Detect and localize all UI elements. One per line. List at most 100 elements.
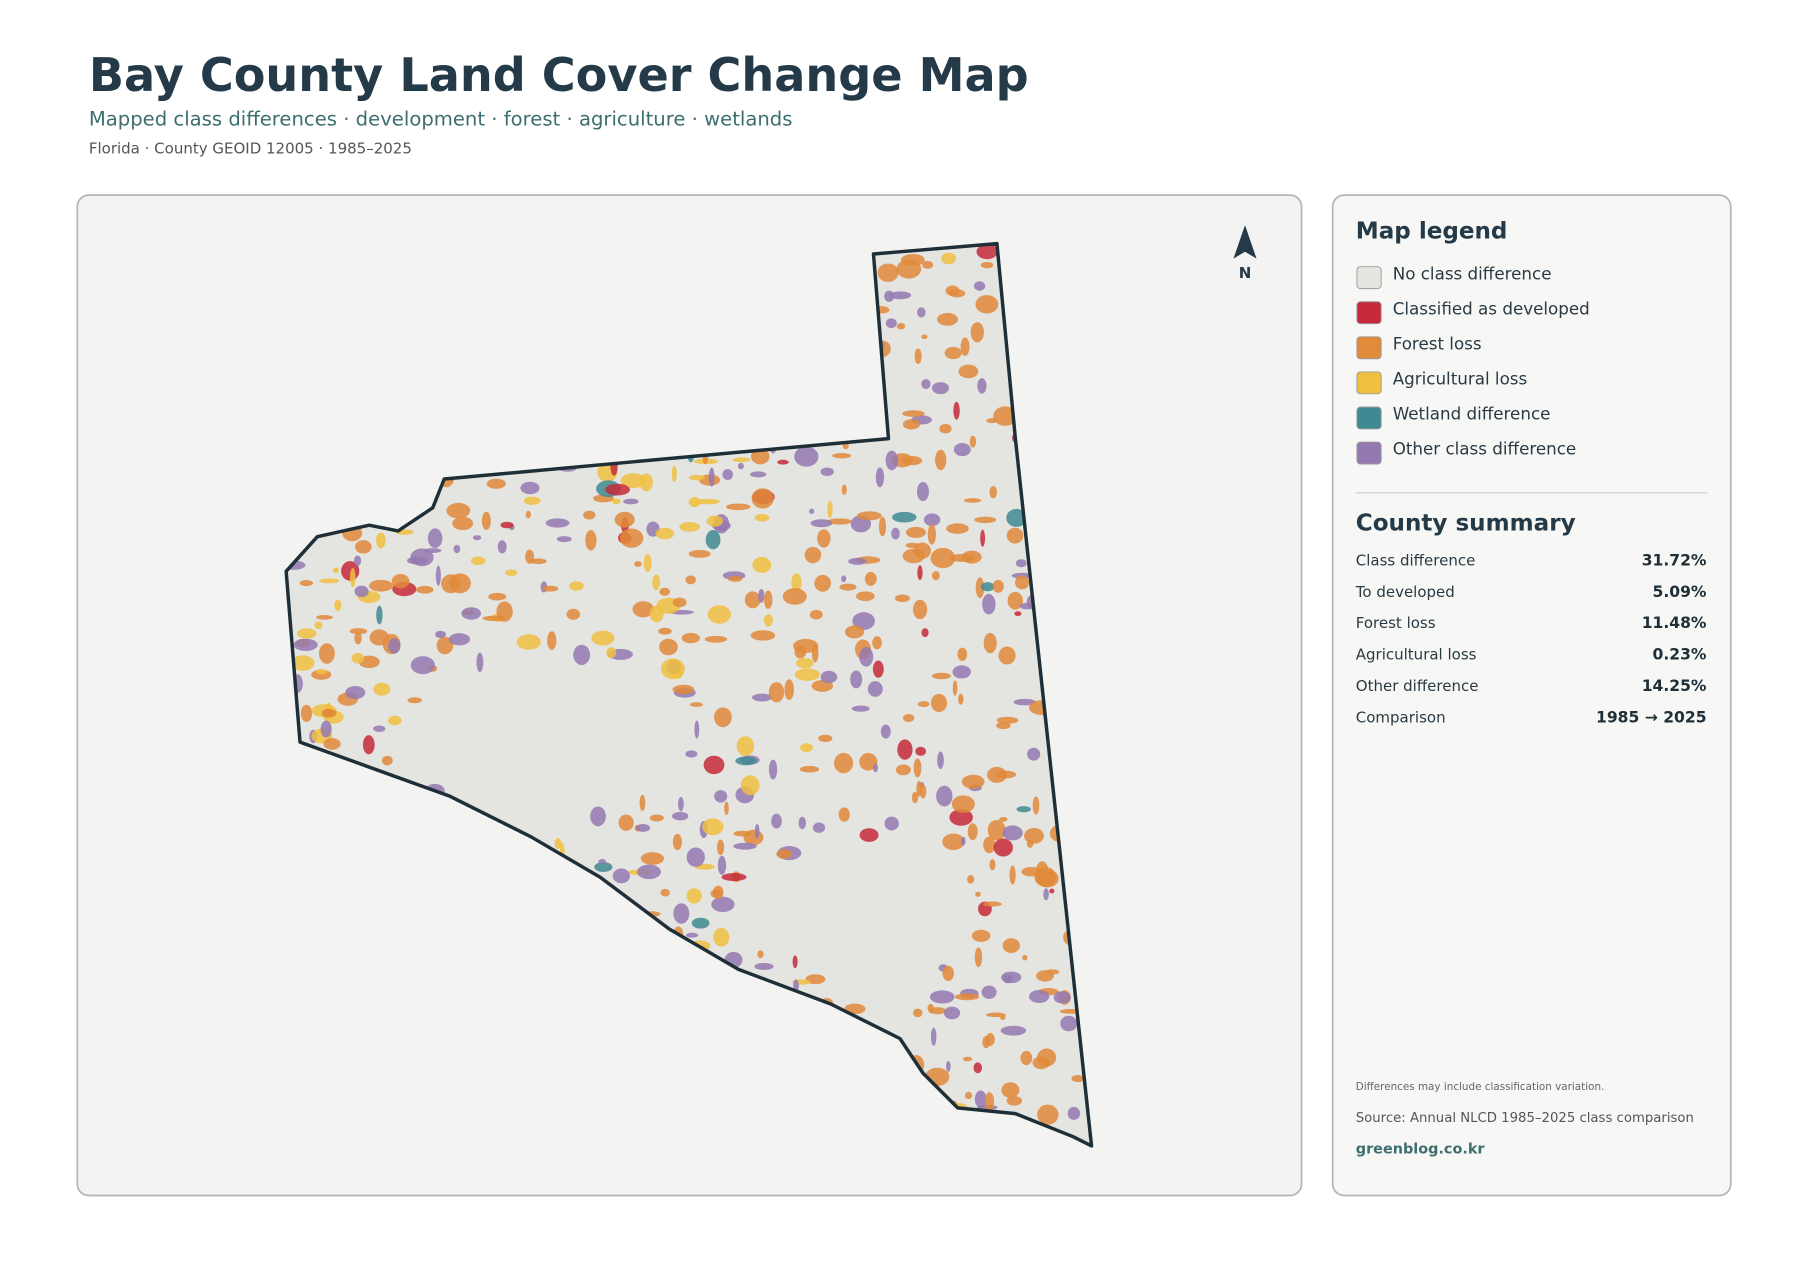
land-cover-patch (811, 644, 819, 663)
land-cover-patch (585, 530, 597, 551)
land-cover-patch (974, 1090, 987, 1108)
land-cover-patch (814, 574, 831, 592)
land-cover-patch (387, 715, 402, 726)
note: Differences may include classification v… (1356, 1081, 1605, 1093)
land-cover-patch (973, 1062, 983, 1074)
land-cover-patch (391, 573, 410, 589)
land-cover-patch (620, 473, 647, 489)
county-outline (284, 241, 1094, 1148)
land-cover-patch (800, 743, 814, 752)
land-cover-patch (713, 927, 730, 947)
land-cover-patch (827, 500, 833, 519)
land-cover-patch (873, 763, 878, 773)
land-cover-patch (913, 758, 922, 778)
land-cover-patch (708, 467, 715, 487)
land-cover-patch (872, 636, 882, 650)
land-cover-patch (889, 291, 912, 300)
legend-label: Classified as developed (1393, 298, 1590, 318)
land-cover-patch (931, 570, 940, 581)
land-cover-patch (446, 502, 471, 519)
land-cover-patch (688, 497, 701, 508)
land-cover-patch (915, 746, 927, 756)
land-cover-patch (318, 643, 335, 664)
land-cover-patch (971, 929, 991, 942)
land-cover-patch (1043, 888, 1049, 901)
land-cover-patch (989, 859, 996, 871)
land-cover-patch (1020, 1050, 1033, 1066)
land-cover-patch (884, 816, 899, 831)
land-cover-patch (714, 707, 732, 728)
land-cover-patch (314, 621, 323, 630)
land-cover-patch (952, 680, 958, 696)
land-cover-patch (659, 587, 671, 596)
land-cover-patch (952, 665, 971, 679)
land-cover-patch (293, 638, 318, 651)
land-cover-patch (809, 609, 823, 620)
legend-swatch (1356, 301, 1382, 325)
land-cover-patch (967, 875, 975, 884)
summary-value: 1985 → 2025 (1596, 708, 1707, 726)
land-cover-patch (349, 628, 368, 635)
land-cover-patch (964, 1091, 973, 1100)
title: Bay County Land Cover Change Map (89, 48, 1029, 102)
land-cover-patch (960, 337, 970, 356)
land-cover-patch (1006, 1095, 1023, 1106)
land-cover-patch (961, 774, 985, 789)
land-cover-patch (859, 753, 878, 771)
land-cover-patch (939, 423, 952, 434)
land-cover-patch (980, 582, 995, 592)
land-cover-patch (894, 594, 910, 603)
land-cover-patch (896, 323, 906, 330)
land-cover-patch (951, 795, 975, 813)
land-cover-patch (427, 528, 443, 548)
land-cover-patch (691, 917, 710, 929)
land-cover-patch (784, 679, 794, 701)
land-cover-patch (488, 592, 507, 601)
land-cover-patch (859, 647, 874, 667)
legend-panel (1331, 194, 1732, 1197)
land-cover-patch (931, 382, 950, 395)
brand: greenblog.co.kr (1356, 1141, 1486, 1157)
land-cover-patch (839, 583, 857, 591)
land-cover-patch (679, 522, 701, 532)
land-cover-patch (714, 790, 728, 803)
land-cover-patch (1037, 1104, 1059, 1125)
land-cover-patch (844, 625, 865, 639)
land-cover-patch (354, 631, 362, 645)
land-cover-patch (529, 558, 547, 565)
land-cover-patch (736, 736, 755, 757)
land-cover-patch (941, 252, 957, 265)
land-cover-patch (640, 852, 665, 865)
land-cover-patch (953, 401, 960, 420)
legend-label: Agricultural loss (1393, 369, 1528, 389)
land-cover-patch (885, 318, 897, 329)
land-cover-patch (901, 456, 923, 466)
land-cover-patch (913, 1008, 923, 1018)
land-cover-patch (960, 836, 966, 846)
land-cover-patch (362, 735, 375, 755)
land-cover-patch (703, 755, 725, 775)
land-cover-patch (820, 670, 838, 684)
land-cover-patch (678, 796, 684, 812)
land-cover-patch (652, 574, 661, 591)
land-cover-patch (556, 536, 572, 543)
land-cover-patch (856, 511, 882, 521)
land-cover-patch (758, 588, 765, 603)
land-cover-patch (841, 484, 847, 495)
land-cover-patch (1014, 611, 1022, 617)
land-cover-patch (497, 540, 507, 554)
land-cover-patch (373, 725, 386, 732)
land-cover-patch (321, 708, 337, 718)
land-cover-patch (583, 510, 596, 520)
land-cover-patch (545, 518, 570, 528)
land-cover-patch (987, 819, 1006, 841)
land-cover-patch (930, 1027, 937, 1046)
land-cover-patch (649, 605, 664, 623)
land-cover-patch (777, 459, 789, 465)
land-cover-patch (936, 785, 953, 807)
land-cover-patch (754, 824, 760, 839)
land-cover-patch (1027, 747, 1041, 761)
summary-value: 11.48% (1642, 614, 1707, 632)
land-cover-patch (794, 645, 807, 659)
land-cover-patch (867, 681, 883, 697)
